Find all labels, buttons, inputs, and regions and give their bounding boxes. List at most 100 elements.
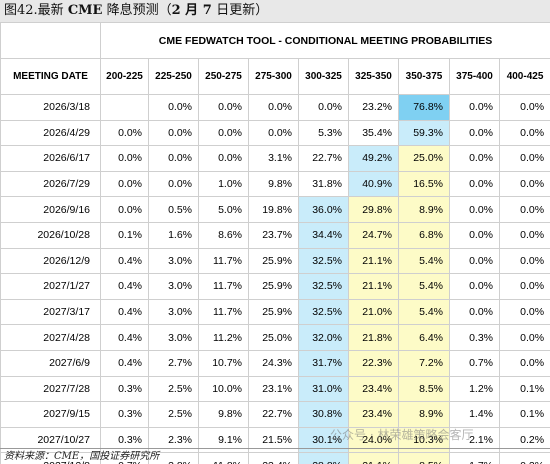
probability-cell: 3.1% bbox=[248, 145, 299, 172]
probability-cell: 0.0% bbox=[498, 94, 550, 121]
meeting-date-cell: 2027/6/9 bbox=[0, 349, 101, 377]
probability-cell: 0.0% bbox=[498, 298, 550, 326]
probability-cell: 23.1% bbox=[248, 375, 299, 403]
probability-cell: 3.0% bbox=[148, 247, 199, 275]
meeting-date-cell: 2026/3/18 bbox=[0, 94, 101, 121]
probability-cell: 0.0% bbox=[498, 119, 550, 147]
probability-cell: 2.5% bbox=[148, 401, 199, 428]
probability-cell: 10.7% bbox=[198, 349, 249, 377]
probability-cell: 29.8% bbox=[348, 196, 399, 223]
probability-cell: 0.0% bbox=[498, 170, 550, 198]
probability-cell: 0.0% bbox=[498, 247, 550, 275]
column-header-meeting-date: MEETING DATE bbox=[0, 58, 101, 95]
probability-cell: 32.5% bbox=[298, 298, 349, 326]
probability-cell: 25.9% bbox=[248, 298, 299, 326]
probability-cell: 9.8% bbox=[198, 401, 249, 428]
probability-cell: 0.0% bbox=[298, 94, 349, 121]
probability-cell: 2.7% bbox=[148, 349, 199, 377]
probability-cell: 5.0% bbox=[198, 196, 249, 223]
probability-table: CME FEDWATCH TOOL - CONDITIONAL MEETING … bbox=[0, 22, 550, 464]
probability-cell: 0.0% bbox=[449, 221, 500, 249]
probability-cell: 19.8% bbox=[248, 196, 299, 223]
column-header-rate: 250-275 bbox=[198, 58, 249, 95]
probability-cell: 1.2% bbox=[449, 375, 500, 403]
probability-cell: 16.5% bbox=[398, 170, 450, 198]
probability-cell: 31.8% bbox=[298, 170, 349, 198]
probability-cell: 5.4% bbox=[398, 298, 450, 326]
probability-table-container: CME FEDWATCH TOOL - CONDITIONAL MEETING … bbox=[0, 22, 550, 464]
source-note: 资料来源：CME，国投证券研究所 bbox=[0, 448, 550, 464]
probability-cell: 30.8% bbox=[298, 401, 349, 428]
probability-cell: 0.0% bbox=[449, 247, 500, 275]
probability-cell: 6.8% bbox=[398, 221, 450, 249]
probability-cell: 0.0% bbox=[449, 273, 500, 300]
meeting-date-cell: 2026/9/16 bbox=[0, 196, 101, 223]
probability-cell: 23.4% bbox=[348, 401, 399, 428]
probability-cell: 8.9% bbox=[398, 401, 450, 428]
meeting-date-cell: 2027/9/15 bbox=[0, 401, 101, 428]
table-row: 2027/6/9 0.4% 2.7% 10.7% 24.3% 31.7% 22.3% 7.2%… bbox=[0, 349, 550, 377]
meeting-date-cell: 2027/1/27 bbox=[0, 273, 101, 300]
meeting-date-cell: 2027/3/17 bbox=[0, 298, 101, 326]
probability-cell: 23.2% bbox=[348, 94, 399, 121]
probability-cell: 0.3% bbox=[100, 375, 149, 403]
meeting-date-cell: 2027/4/28 bbox=[0, 324, 101, 351]
probability-cell: 21.8% bbox=[348, 324, 399, 351]
probability-cell: 0.0% bbox=[449, 170, 500, 198]
probability-cell: 8.6% bbox=[198, 221, 249, 249]
probability-cell: 6.4% bbox=[398, 324, 450, 351]
caption-suffix: 降息预测（ bbox=[102, 3, 172, 18]
probability-cell: 36.0% bbox=[298, 196, 349, 223]
watermark: 公众号 · 林荣雄策略会客厅 bbox=[330, 428, 474, 442]
probability-cell: 31.7% bbox=[298, 349, 349, 377]
probability-cell: 31.0% bbox=[298, 375, 349, 403]
meeting-date-cell: 2026/10/28 bbox=[0, 221, 101, 249]
probability-cell: 0.3% bbox=[449, 324, 500, 351]
probability-cell: 0.0% bbox=[148, 119, 199, 147]
probability-cell: 21.1% bbox=[348, 247, 399, 275]
probability-cell: 0.0% bbox=[449, 196, 500, 223]
probability-cell: 0.0% bbox=[498, 145, 550, 172]
table-row: 2026/3/18 0.0% 0.0% 0.0% 0.0% 23.2% 76.8% 0.0% 0… bbox=[0, 94, 550, 121]
column-header-rate: 275-300 bbox=[248, 58, 299, 95]
probability-cell: 0.1% bbox=[498, 375, 550, 403]
probability-cell: 76.8% bbox=[398, 94, 450, 121]
column-header-rate: 300-325 bbox=[298, 58, 349, 95]
probability-cell: 1.4% bbox=[449, 401, 500, 428]
probability-cell: 0.0% bbox=[498, 324, 550, 351]
probability-cell: 21.1% bbox=[348, 273, 399, 300]
probability-cell: 11.7% bbox=[198, 247, 249, 275]
probability-cell: 0.0% bbox=[449, 298, 500, 326]
probability-cell: 0.0% bbox=[248, 119, 299, 147]
probability-cell: 0.0% bbox=[198, 119, 249, 147]
probability-cell: 0.0% bbox=[449, 94, 500, 121]
probability-cell: 49.2% bbox=[348, 145, 399, 172]
meeting-date-cell: 2026/4/29 bbox=[0, 119, 101, 147]
column-header-rate: 375-400 bbox=[449, 58, 500, 95]
table-row: 2026/6/17 0.0% 0.0% 0.0% 3.1% 22.7% 49.2% 25.0%… bbox=[0, 145, 550, 172]
probability-cell: 0.0% bbox=[100, 145, 149, 172]
probability-cell: 21.0% bbox=[348, 298, 399, 326]
table-row: 2027/12/80.7%3.8%11.8%23.4%28.8%21.1%8.5… bbox=[0, 452, 550, 464]
probability-cell: 0.3% bbox=[100, 401, 149, 428]
probability-cell: 22.3% bbox=[348, 349, 399, 377]
probability-cell: 32.5% bbox=[298, 273, 349, 300]
column-header-rate: 225-250 bbox=[148, 58, 199, 95]
table-row: 2026/4/29 0.0% 0.0% 0.0% 0.0% 5.3% 35.4% 59.3% 0… bbox=[0, 119, 550, 147]
probability-cell: 0.0% bbox=[449, 119, 500, 147]
probability-cell: 0.0% bbox=[498, 273, 550, 300]
table-row: 2027/7/28 0.3% 2.5% 10.0% 23.1% 31.0% 23.4% 8.5… bbox=[0, 375, 550, 403]
probability-cell: 8.9% bbox=[398, 196, 450, 223]
probability-cell: 0.0% bbox=[148, 145, 199, 172]
probability-cell: 0.0% bbox=[148, 94, 199, 121]
probability-cell: 0.0% bbox=[100, 119, 149, 147]
caption-suffix2: 日更新） bbox=[216, 3, 269, 18]
probability-cell: 25.0% bbox=[398, 145, 450, 172]
probability-cell: 25.9% bbox=[248, 247, 299, 275]
probability-cell: 0.4% bbox=[100, 273, 149, 300]
probability-cell: 0.1% bbox=[498, 401, 550, 428]
probability-cell: 1.6% bbox=[148, 221, 199, 249]
probability-cell: 5.3% bbox=[298, 119, 349, 147]
probability-cell: 5.4% bbox=[398, 273, 450, 300]
table-row: 2027/4/28 0.4% 3.0% 11.2% 25.0% 32.0% 21.8% 6.4… bbox=[0, 324, 550, 351]
